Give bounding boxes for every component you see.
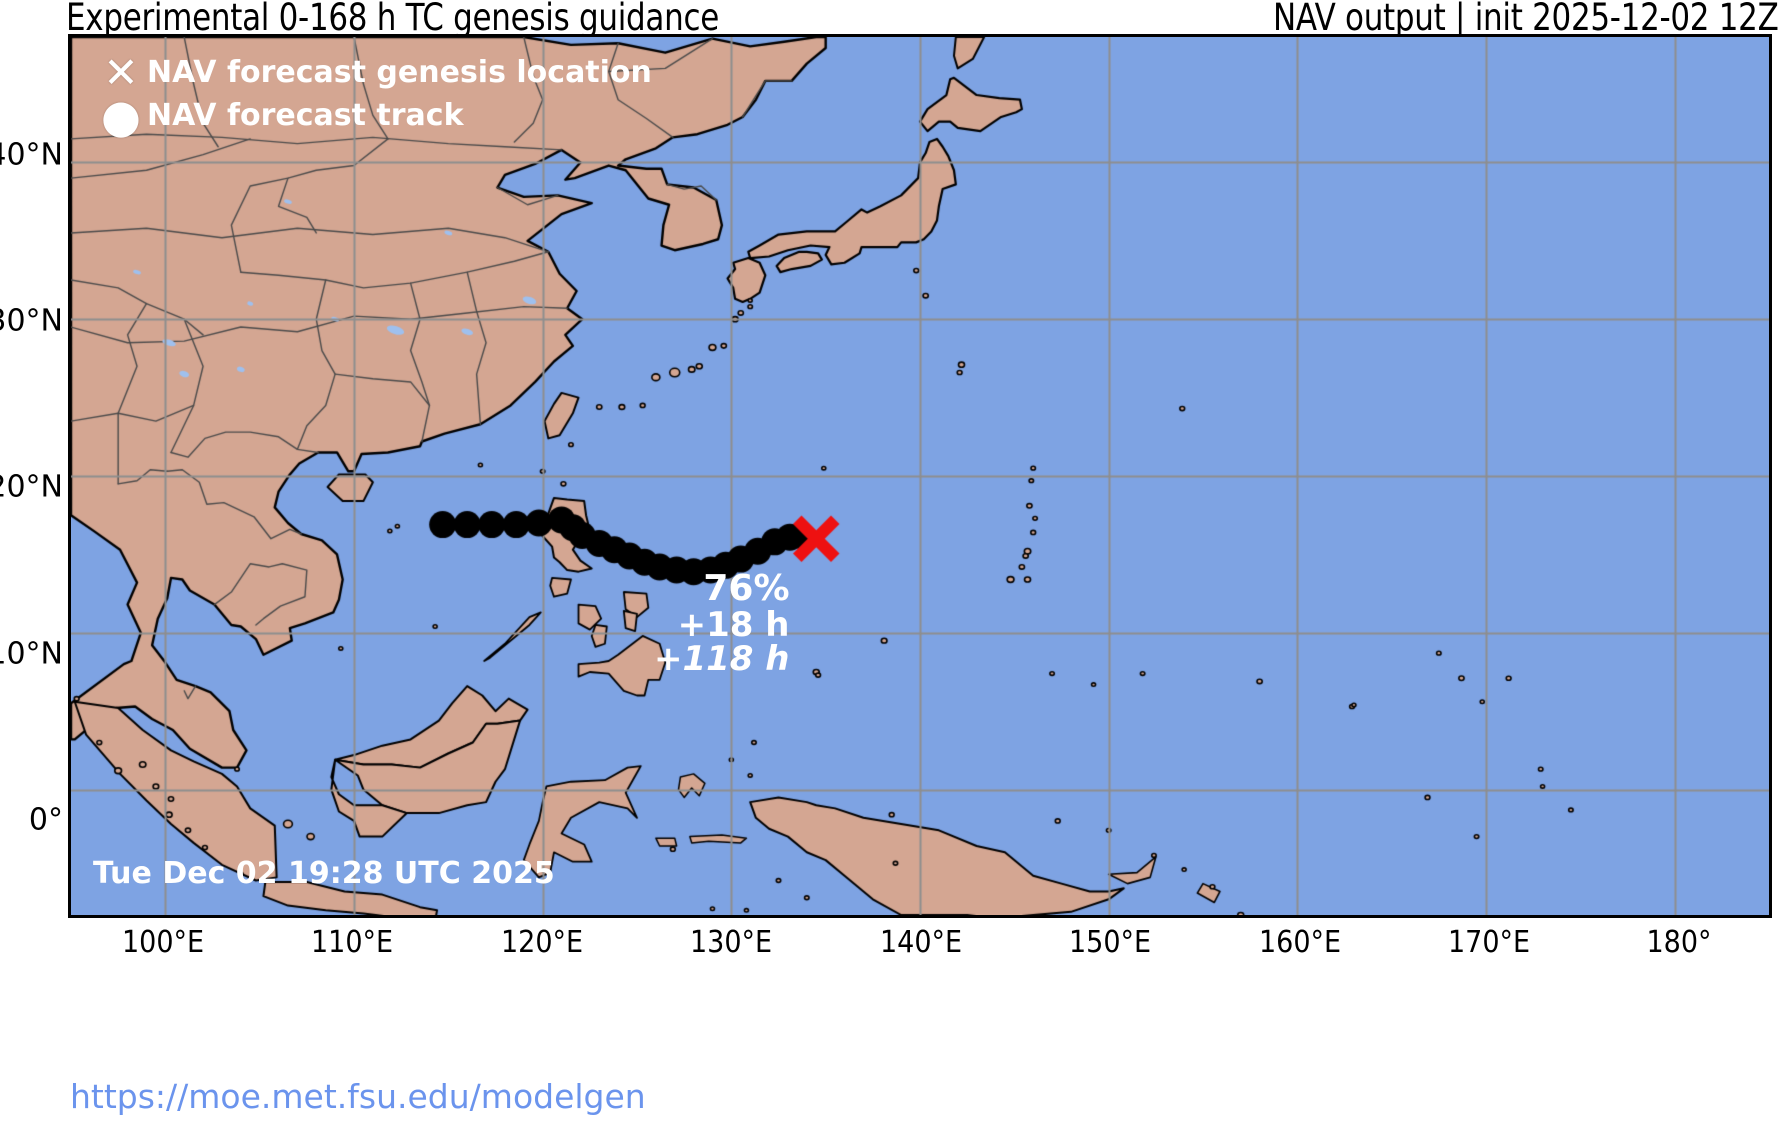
genesis-hour: +18 h (677, 604, 790, 645)
legend-label-track: NAV forecast track (147, 98, 464, 133)
legend-label-genesis: NAV forecast genesis location (147, 55, 652, 90)
map-canvas (71, 37, 1769, 915)
lon-tick-100E: 100°E (121, 925, 205, 960)
lat-tick-10N: 10°N (0, 636, 63, 672)
model-init-label: NAV output | init 2025-12-02 12Z (1273, 0, 1780, 39)
lon-tick-170E: 170°E (1447, 925, 1531, 960)
genesis-annotation: 76% +18 h +118 h (654, 568, 790, 680)
lat-tick-0: 0° (28, 802, 63, 838)
legend-item-track: ● NAV forecast track (95, 88, 652, 143)
title-bar: Experimental 0-168 h TC genesis guidance… (0, 0, 1789, 39)
lon-tick-140E: 140°E (879, 925, 963, 960)
map-plot-area[interactable]: ✕ NAV forecast genesis location ● NAV fo… (68, 34, 1772, 918)
lat-tick-20N: 20°N (0, 469, 63, 505)
lon-tick-160E: 160°E (1258, 925, 1342, 960)
lon-tick-110E: 110°E (310, 925, 394, 960)
lat-tick-30N: 30°N (0, 303, 63, 339)
filled-circle-marker-icon: ● (100, 88, 142, 143)
lon-tick-130E: 130°E (689, 925, 773, 960)
lon-tick-150E: 150°E (1068, 925, 1152, 960)
map-legend: ✕ NAV forecast genesis location ● NAV fo… (95, 51, 652, 143)
source-url-link[interactable]: https://moe.met.fsu.edu/modelgen (70, 1077, 646, 1116)
genesis-probability: 76% (703, 568, 790, 609)
x-marker-icon: ✕ (103, 47, 139, 97)
generated-timestamp: Tue Dec 02 19:28 UTC 2025 (93, 856, 555, 891)
track-end-hour: +118 h (654, 639, 790, 680)
page-title: Experimental 0-168 h TC genesis guidance (66, 0, 719, 39)
lat-tick-40N: 40°N (0, 137, 63, 173)
lon-tick-180: 180° (1646, 925, 1712, 960)
lon-tick-120E: 120°E (500, 925, 584, 960)
legend-item-genesis: ✕ NAV forecast genesis location (95, 51, 652, 94)
